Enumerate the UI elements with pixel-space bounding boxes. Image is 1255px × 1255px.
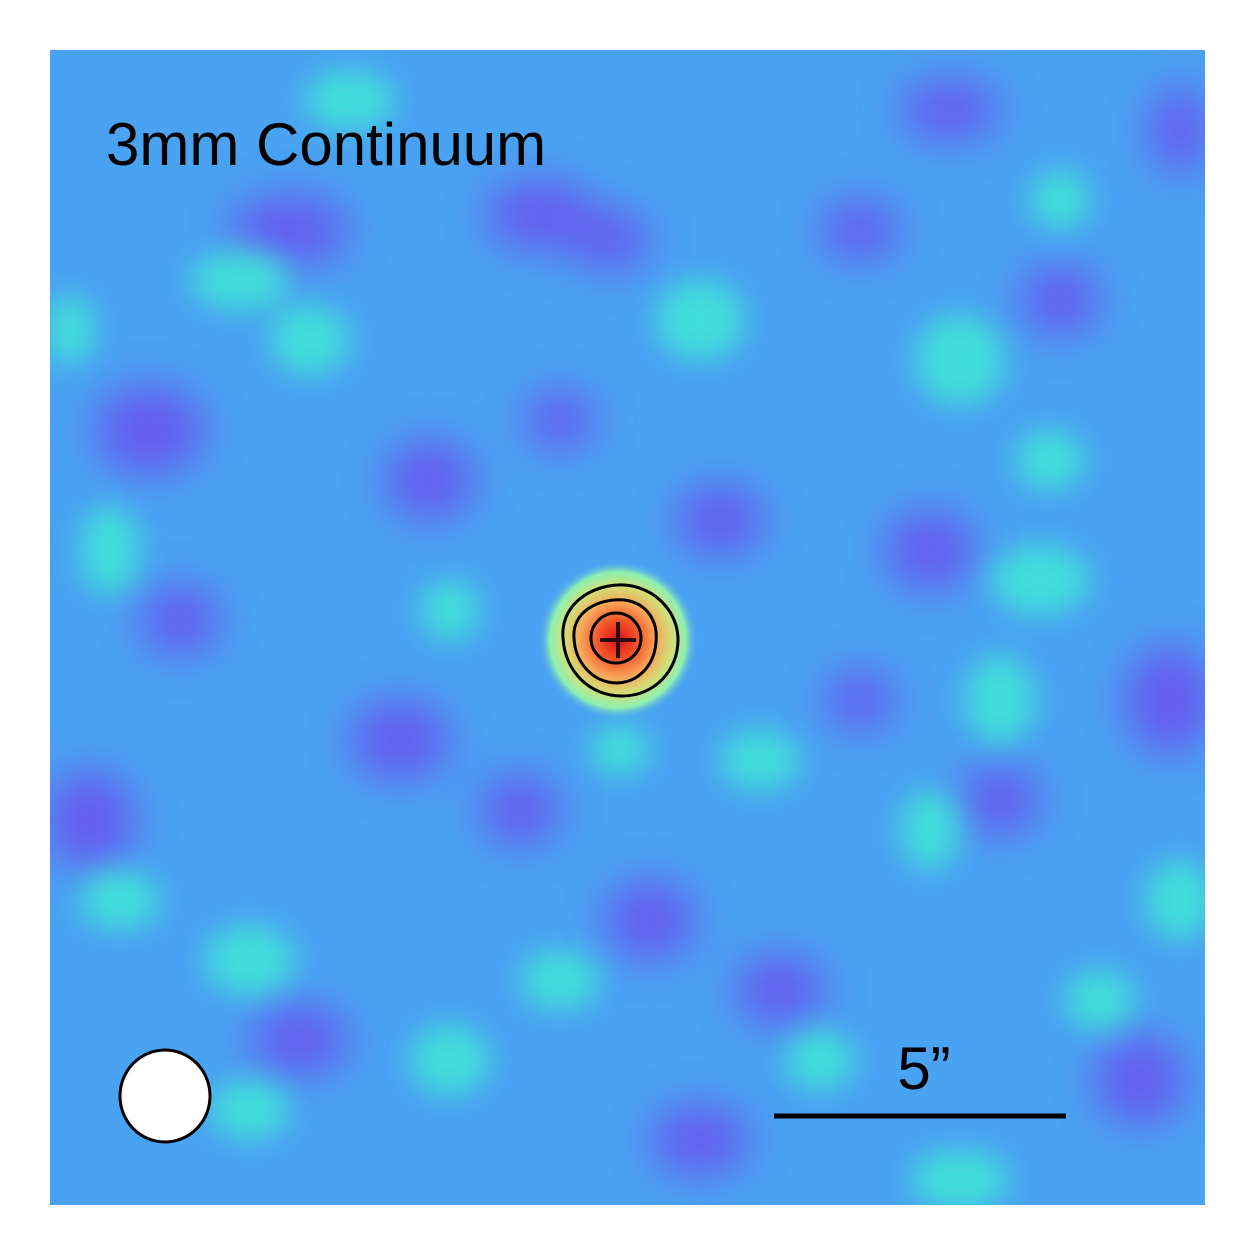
map-panel xyxy=(50,50,1205,1205)
noise-high-patches xyxy=(50,70,1205,1205)
map-title: 3mm Continuum xyxy=(106,111,546,178)
scale-bar-label: 5” xyxy=(897,1035,950,1102)
contour-inner xyxy=(589,611,643,665)
contour-middle xyxy=(572,598,658,685)
plus-marker-icon xyxy=(600,622,636,658)
contour-outer xyxy=(561,583,680,698)
beam-ellipse-icon xyxy=(118,1048,212,1144)
noise-low-patches xyxy=(50,80,1205,1175)
contour-lines xyxy=(561,583,680,698)
